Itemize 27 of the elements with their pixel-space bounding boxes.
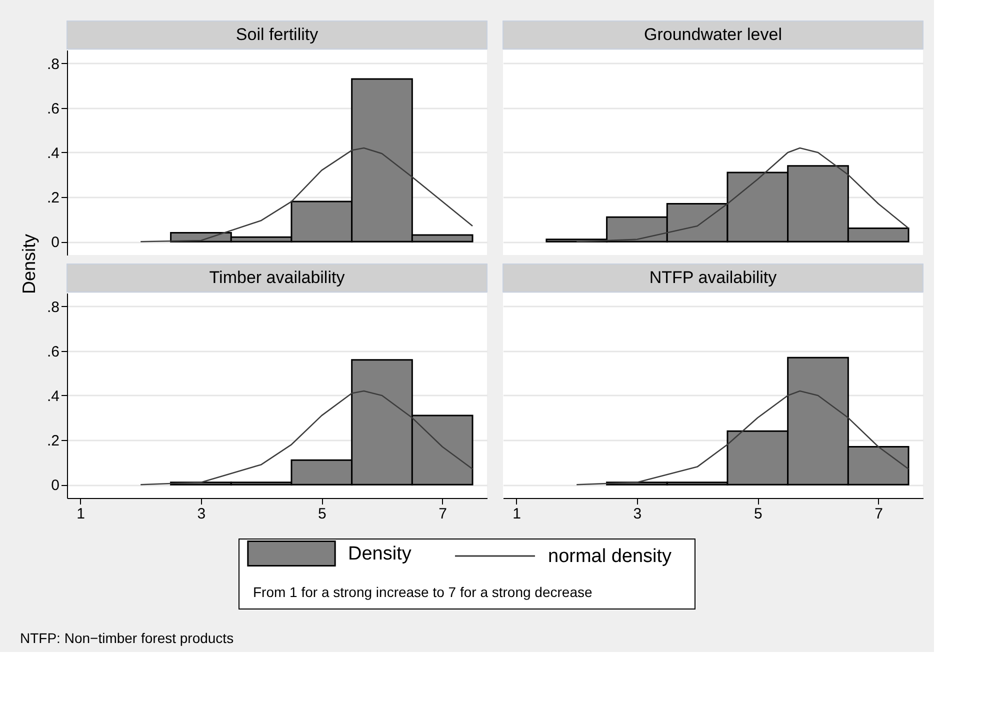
y-tick-label: 0	[51, 477, 60, 494]
x-tick-label: 5	[754, 506, 762, 522]
y-tick-label: .4	[46, 145, 60, 162]
y-tick-label: .8	[46, 298, 60, 316]
chart-title: Groundwater level	[644, 25, 782, 44]
x-tick-label: 1	[512, 506, 521, 522]
chart-title: NTFP availability	[649, 268, 778, 287]
y-axis-title: Density	[19, 234, 39, 294]
text: NTFP: Non−timber forest products	[20, 630, 234, 646]
x-tick-label: 3	[633, 506, 642, 522]
y-tick-label: .4	[46, 388, 60, 405]
x-tick-label: 3	[197, 506, 206, 522]
y-tick-label: .8	[46, 56, 60, 73]
x-tick-label: 7	[874, 506, 884, 522]
y-tick-label: .6	[46, 100, 60, 118]
legend-label: Density	[348, 544, 412, 564]
chart-title: Soil fertility	[236, 25, 319, 44]
legend-label: normal density	[548, 546, 672, 567]
chart-title: Timber availability	[209, 268, 346, 287]
y-tick-label: .2	[46, 190, 60, 207]
y-tick-label: .2	[46, 432, 60, 450]
x-tick-label: 5	[318, 506, 326, 522]
text: From 1 for a strong increase to 7 for a strong decrease	[253, 584, 592, 600]
x-tick-label: 7	[438, 506, 448, 522]
x-tick-label: 1	[76, 506, 85, 522]
y-tick-label: .6	[46, 343, 60, 360]
y-tick-label: 0	[51, 234, 60, 252]
